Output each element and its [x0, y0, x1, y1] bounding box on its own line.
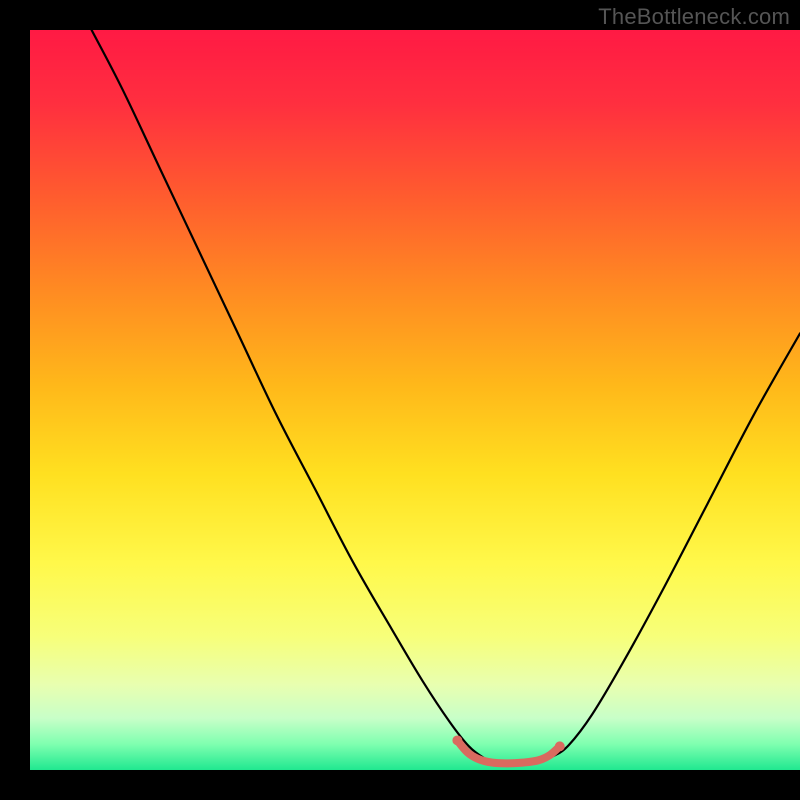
gradient-heatmap [30, 30, 800, 770]
watermark-text: TheBottleneck.com [598, 4, 790, 30]
chart-container: TheBottleneck.com [0, 0, 800, 800]
bottleneck-chart [0, 0, 800, 800]
optimal-range-start-dot [452, 735, 462, 745]
optimal-range-end-dot [555, 741, 565, 751]
